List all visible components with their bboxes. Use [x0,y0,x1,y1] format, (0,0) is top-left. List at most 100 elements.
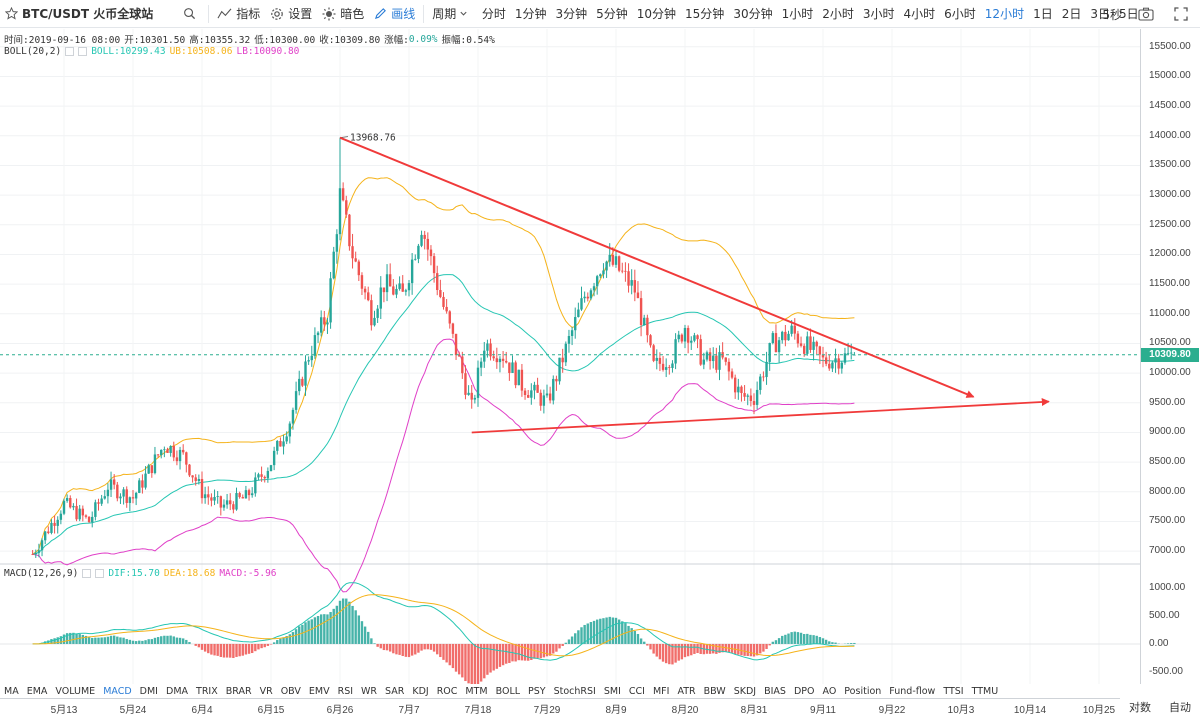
settings-button[interactable]: 设置 [265,0,317,28]
indicator-tab[interactable]: DMA [166,685,189,697]
fullscreen-button[interactable] [1166,0,1200,28]
macd-histogram-bar [266,643,270,646]
indicator-tab[interactable]: RSI [337,685,354,697]
candle [254,472,257,497]
candle [203,486,207,504]
symbol-search-button[interactable] [178,0,205,28]
candle [718,345,721,381]
candle [774,324,778,353]
indicator-tab[interactable]: KDJ [412,685,429,697]
macd-histogram-bar [288,634,292,644]
candle-body [608,254,611,262]
interval-button[interactable]: 1日 [1029,0,1058,28]
indicator-tab[interactable]: VOLUME [55,685,96,697]
candle [501,351,505,368]
macd-histogram-bar [341,598,345,644]
indicator-tab[interactable]: BBW [703,685,726,697]
screenshot-button[interactable] [1130,0,1166,28]
time-axis[interactable]: 5月13 5月24 6月4 6月15 6月26 7月7 7月18 7月29 8月9 8月20 8月3… [0,698,1140,716]
boll-middle-band [32,274,855,555]
theme-toggle-button[interactable]: 暗色 [317,0,369,28]
macd-histogram-bar [501,643,505,666]
candle [282,434,285,455]
candle [219,495,223,516]
interval-button[interactable]: 10分钟 [632,0,680,28]
indicator-tab[interactable]: CCI [628,685,645,697]
price-tick-label: 10000.00 [1149,367,1191,379]
indicator-tab[interactable]: MA [4,685,19,697]
candle-body [363,288,367,293]
indicator-tab[interactable]: OBV [280,685,301,697]
macd-histogram-bar [232,643,235,659]
interval-button[interactable]: 3日 [1086,0,1115,28]
boll-settings-toggle[interactable] [78,47,88,56]
interval-button[interactable]: 3分钟 [551,0,592,28]
chart-area[interactable]: 13968.76 时间:2019-09-16 08:00 开:10301.50 … [0,29,1140,684]
indicator-tab[interactable]: DPO [793,685,815,697]
indicator-tab[interactable]: SMI [603,685,621,697]
candle-body [341,188,345,201]
indicator-tab[interactable]: TRIX [196,685,218,697]
indicator-tab[interactable]: DMI [139,685,158,697]
indicator-tab[interactable]: BOLL [495,685,521,697]
macd-settings-toggle[interactable] [95,569,105,578]
indicator-tab[interactable]: WR [361,685,378,697]
interval-button[interactable]: 12小时 [980,0,1028,28]
candle [586,292,589,302]
candle-body [517,369,520,386]
interval-button[interactable]: 5分钟 [592,0,633,28]
indicator-tab[interactable]: StochRSI [553,685,596,697]
indicator-tab[interactable]: Fund-flow [889,685,936,697]
auto-scale-button[interactable]: 自动 [1169,701,1191,714]
refresh-interval-label[interactable]: 5秒 [1102,7,1122,22]
indicator-tab[interactable]: BIAS [764,685,786,697]
indicator-tab[interactable]: MACD [103,685,132,697]
interval-button[interactable]: 3小时 [858,0,899,28]
interval-button[interactable]: 1分钟 [510,0,551,28]
indicator-tab[interactable]: TTSI [943,685,964,697]
indicator-tab[interactable]: Position [844,685,882,697]
candle [749,388,753,407]
indicator-tab[interactable]: BRAR [225,685,252,697]
candle-body [457,355,461,357]
price-tick-label: 12000.00 [1149,248,1191,260]
price-tick-label: 11500.00 [1149,278,1190,290]
interval-button[interactable]: 15分钟 [681,0,729,28]
interval-button[interactable]: 5日 [1115,0,1144,28]
interval-label: 12小时 [984,7,1025,21]
draw-tools-button[interactable]: 画线 [369,0,420,28]
interval-button[interactable]: 6小时 [940,0,981,28]
indicator-tab[interactable]: TTMU [971,685,999,697]
indicator-tab[interactable]: ATR [677,685,696,697]
interval-button[interactable]: 分时 [477,0,510,28]
macd-histogram-bar [247,643,251,654]
interval-button[interactable]: 2小时 [818,0,859,28]
price-chart-canvas[interactable]: 13968.76 [0,29,1140,684]
indicator-tab[interactable]: EMA [26,685,48,697]
indicator-tab[interactable]: AO [822,685,837,697]
candle [50,519,53,535]
indicator-tab[interactable]: ROC [436,685,458,697]
candle-body [690,340,693,343]
favorite-star-button[interactable]: BTC/USDT 火币全球站 [0,0,158,28]
macd-visibility-toggle[interactable] [82,569,92,578]
indicator-tab[interactable]: VR [259,685,273,697]
boll-visibility-toggle[interactable] [65,47,75,56]
indicator-tab[interactable]: SKDJ [733,685,757,697]
interval-button[interactable]: 1小时 [777,0,818,28]
indicator-tab[interactable]: SAR [385,685,405,697]
indicators-button[interactable]: 指标 [212,0,265,28]
price-axis[interactable]: 15500.00 15000.00 14500.00 14000.00 13500.00… [1140,29,1200,684]
indicator-tab[interactable]: EMV [308,685,330,697]
macd-histogram-bar [163,635,166,644]
interval-button[interactable]: 30分钟 [729,0,777,28]
candle-body [796,333,800,344]
indicator-tab[interactable]: PSY [528,685,546,697]
log-scale-button[interactable]: 对数 [1129,701,1151,714]
macd-histogram-bar [150,639,154,644]
indicator-tab[interactable]: MFI [652,685,670,697]
interval-button[interactable]: 2日 [1057,0,1086,28]
interval-button[interactable]: 4小时 [899,0,940,28]
period-dropdown[interactable]: 周期 [427,0,477,28]
indicator-tab[interactable]: MTM [465,685,488,697]
